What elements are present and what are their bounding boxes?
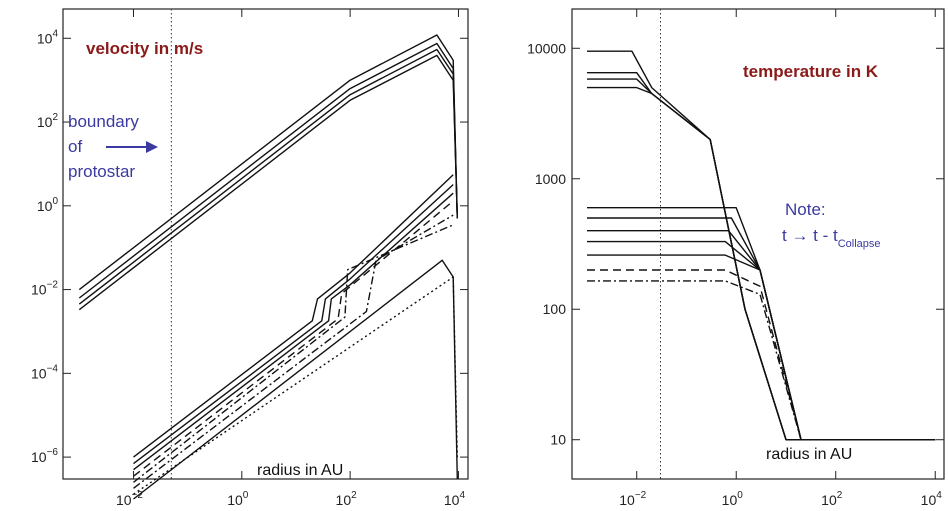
note-line2: t → t - tCollapse bbox=[782, 226, 881, 250]
temperature-axes: 10−2 100 102 104 10 100 1000 10000 bbox=[527, 9, 944, 508]
note-line1: Note: bbox=[785, 200, 826, 219]
temperature-chart-frame bbox=[571, 8, 945, 480]
arrow-right-icon bbox=[106, 141, 158, 153]
temperature-xlabel: radius in AU bbox=[766, 446, 852, 463]
x-tick-label: 10−2 bbox=[116, 490, 143, 508]
y-tick-label: 10000 bbox=[527, 40, 566, 56]
temperature-plot-area bbox=[587, 9, 936, 479]
x-tick-label: 104 bbox=[921, 490, 943, 508]
y-tick-label: 10−2 bbox=[31, 280, 58, 298]
y-tick-label: 10−6 bbox=[31, 447, 58, 465]
y-tick-label: 104 bbox=[37, 28, 59, 46]
velocity-plot-area bbox=[78, 9, 458, 500]
series-line-6 bbox=[133, 184, 454, 465]
temperature-chart: 10−2 100 102 104 10 100 1000 10000 temperature … bbox=[527, 8, 945, 508]
x-tick-label: 104 bbox=[444, 490, 466, 508]
series-line-9 bbox=[587, 254, 936, 441]
series-line-11 bbox=[587, 280, 936, 441]
y-tick-label: 100 bbox=[37, 196, 59, 214]
series-line-1 bbox=[587, 50, 936, 441]
y-tick-label: 1000 bbox=[535, 171, 566, 187]
y-tick-label: 100 bbox=[543, 301, 567, 317]
series-line-5 bbox=[587, 207, 936, 441]
series-line-7 bbox=[587, 230, 936, 441]
series-line-3 bbox=[587, 78, 936, 441]
series-line-9 bbox=[133, 224, 454, 483]
x-tick-label: 100 bbox=[722, 490, 744, 508]
velocity-chart-frame bbox=[62, 8, 469, 480]
velocity-axes: 10−2 100 102 104 10−6 10−4 10−2 100 102 104 bbox=[31, 9, 468, 508]
series-line-8 bbox=[587, 240, 936, 441]
series-line-4 bbox=[78, 54, 458, 311]
series-line-6 bbox=[587, 217, 936, 441]
series-line-8 bbox=[133, 200, 454, 477]
series-line-4 bbox=[587, 86, 936, 441]
x-tick-label: 102 bbox=[821, 490, 843, 508]
note-formula: t → t - t bbox=[782, 226, 838, 245]
x-tick-label: 100 bbox=[227, 490, 249, 508]
series-line-10 bbox=[133, 214, 454, 489]
note-subscript: Collapse bbox=[838, 238, 881, 250]
series-line-12 bbox=[133, 259, 458, 500]
x-tick-label: 10−2 bbox=[619, 490, 646, 508]
series-line-10 bbox=[587, 269, 936, 441]
series-line-1 bbox=[78, 34, 458, 291]
series-line-7 bbox=[133, 192, 454, 471]
boundary-annotation-line3: protostar bbox=[68, 162, 135, 181]
velocity-chart: 10−2 100 102 104 10−6 10−4 10−2 100 102 104 veloc… bbox=[31, 8, 469, 508]
velocity-chart-title: velocity in m/s bbox=[86, 39, 203, 58]
x-tick-label: 102 bbox=[336, 490, 358, 508]
boundary-annotation-line1: boundary bbox=[68, 112, 139, 131]
y-tick-label: 102 bbox=[37, 112, 59, 130]
series-line-2 bbox=[587, 72, 936, 441]
series-line-5 bbox=[133, 174, 454, 458]
y-tick-label: 10−4 bbox=[31, 363, 58, 381]
velocity-xlabel: radius in AU bbox=[257, 462, 343, 479]
temperature-chart-title: temperature in K bbox=[743, 62, 879, 81]
y-tick-label: 10 bbox=[550, 432, 566, 448]
boundary-annotation-line2: of bbox=[68, 137, 82, 156]
